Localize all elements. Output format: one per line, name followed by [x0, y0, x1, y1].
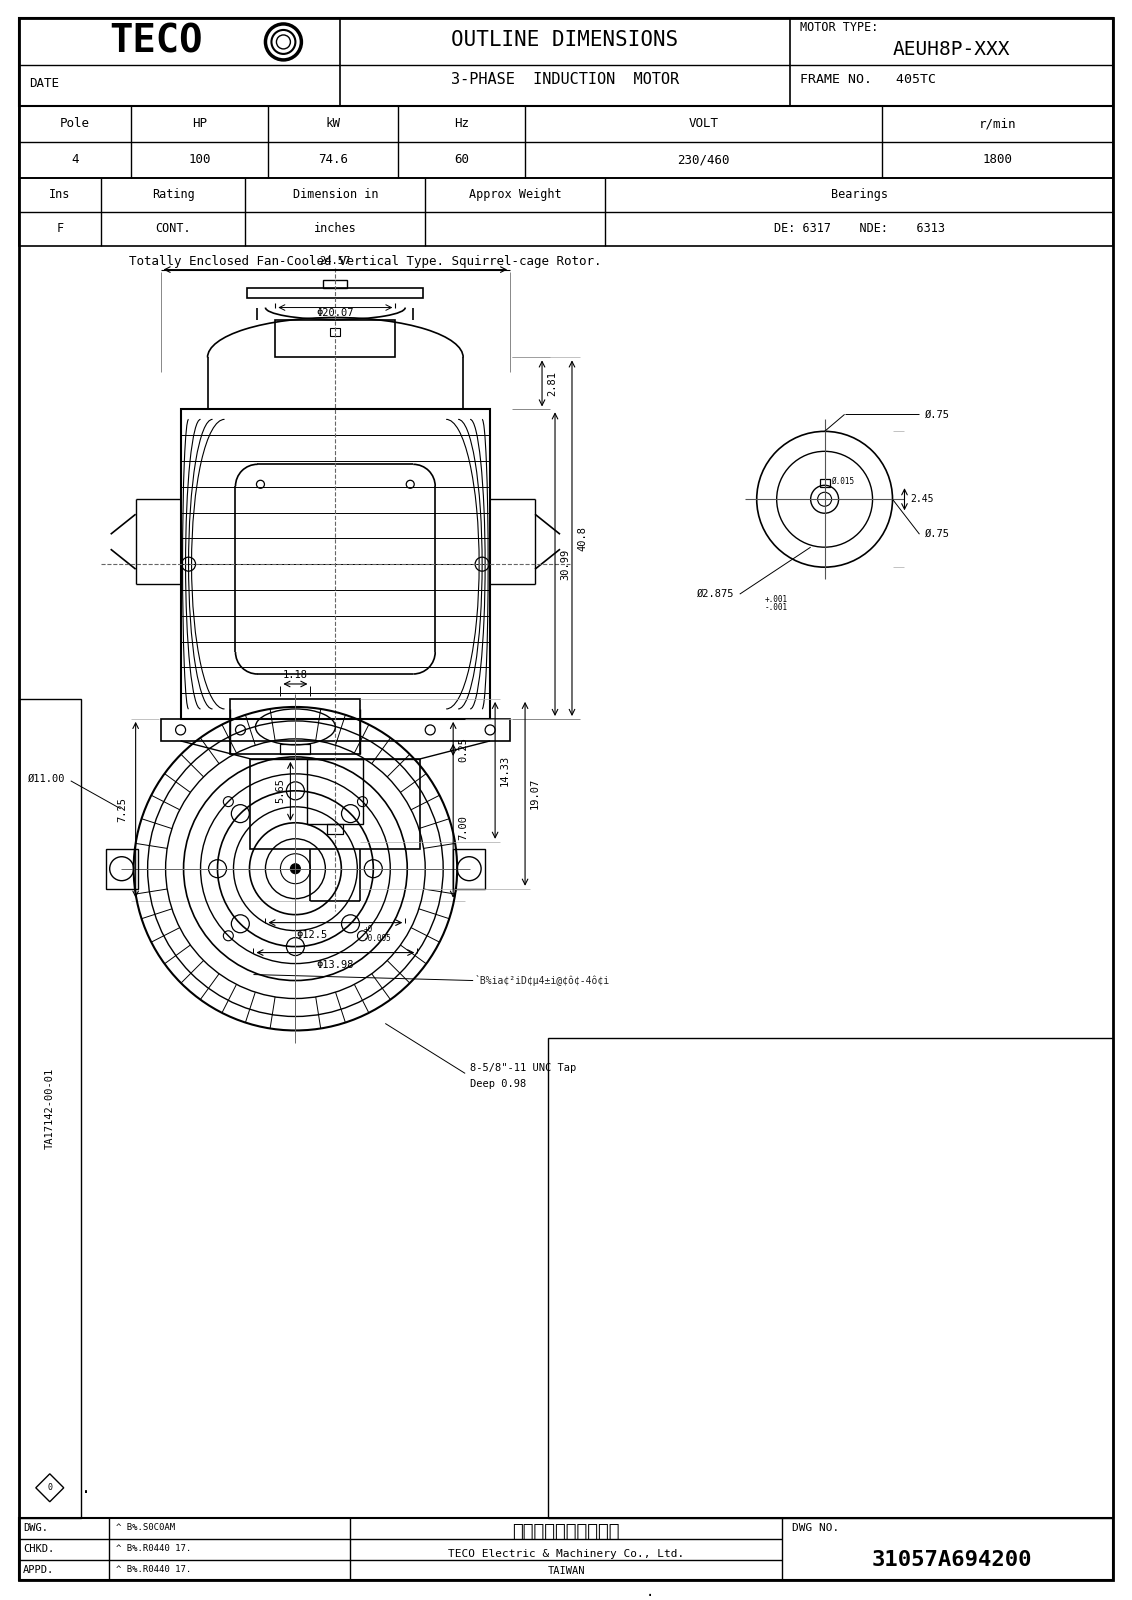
- Text: 74.6: 74.6: [318, 154, 349, 166]
- Text: Φ20.07: Φ20.07: [317, 307, 354, 317]
- Bar: [105, 848, 138, 888]
- Bar: [453, 848, 486, 888]
- Text: 60: 60: [454, 154, 469, 166]
- Text: DE: 6317    NDE:    6313: DE: 6317 NDE: 6313: [773, 222, 944, 235]
- Text: Approx Weight: Approx Weight: [469, 189, 561, 202]
- Bar: [161, 718, 511, 741]
- Text: HP: HP: [192, 117, 207, 130]
- Text: 2.81: 2.81: [547, 371, 557, 395]
- Text: kW: kW: [326, 117, 341, 130]
- Text: Bearings: Bearings: [831, 189, 887, 202]
- Circle shape: [291, 864, 300, 874]
- Text: 100: 100: [188, 154, 211, 166]
- Text: Ø.75: Ø.75: [925, 530, 950, 539]
- Text: ^ B%.R0440 17.: ^ B%.R0440 17.: [115, 1565, 191, 1574]
- Text: Ø2.875: Ø2.875: [697, 589, 735, 598]
- Text: 30.99: 30.99: [560, 549, 571, 579]
- Text: 3-PHASE  INDUCTION  MOTOR: 3-PHASE INDUCTION MOTOR: [451, 72, 679, 88]
- Text: 14.33: 14.33: [500, 755, 511, 786]
- Text: +.001: +.001: [765, 595, 788, 603]
- Text: .: .: [645, 1584, 654, 1598]
- Bar: [19, 699, 80, 1518]
- Text: 8-5/8"-11 UNC Tap: 8-5/8"-11 UNC Tap: [470, 1064, 576, 1074]
- Text: r/min: r/min: [978, 117, 1017, 130]
- Bar: [548, 1038, 1113, 1518]
- Text: 2.45: 2.45: [910, 494, 934, 504]
- Text: 0.25: 0.25: [458, 738, 469, 762]
- Text: Pole: Pole: [60, 117, 89, 130]
- Text: DATE: DATE: [28, 77, 59, 90]
- Text: VOLT: VOLT: [688, 117, 719, 130]
- Text: 230/460: 230/460: [677, 154, 729, 166]
- Text: ^ B%.S0C0AM: ^ B%.S0C0AM: [115, 1523, 174, 1533]
- Text: Ø11.00: Ø11.00: [28, 774, 66, 784]
- Text: 7.25: 7.25: [118, 797, 128, 822]
- Bar: [250, 758, 420, 848]
- Bar: [327, 824, 343, 834]
- Text: 5.65: 5.65: [275, 778, 285, 803]
- Text: 4: 4: [71, 154, 78, 166]
- Bar: [324, 280, 348, 288]
- Text: Totally Enclosed Fan-Cooled Vertical Type. Squirrel-cage Rotor.: Totally Enclosed Fan-Cooled Vertical Typ…: [129, 254, 601, 269]
- Text: APPD.: APPD.: [23, 1565, 54, 1574]
- Text: -.001: -.001: [765, 603, 788, 611]
- Bar: [275, 320, 395, 357]
- Text: DWG NO.: DWG NO.: [791, 1523, 839, 1533]
- Text: Ø.015: Ø.015: [831, 477, 854, 486]
- Bar: [19, 106, 1113, 178]
- Text: Rating: Rating: [152, 189, 195, 202]
- Text: `B%ia¢²iD¢µ4±i@¢ô¢-4ô¢i: `B%ia¢²iD¢µ4±i@¢ô¢-4ô¢i: [475, 974, 610, 986]
- Text: OUTLINE DIMENSIONS: OUTLINE DIMENSIONS: [452, 30, 678, 50]
- Text: DWG.: DWG.: [23, 1523, 48, 1533]
- Bar: [281, 744, 310, 754]
- Bar: [231, 699, 360, 754]
- Bar: [248, 288, 423, 298]
- Text: Dimension in: Dimension in: [292, 189, 378, 202]
- Text: TECO Electric & Machinery Co., Ltd.: TECO Electric & Machinery Co., Ltd.: [448, 1549, 684, 1558]
- Bar: [19, 178, 1113, 246]
- Bar: [308, 758, 363, 824]
- Text: TECO: TECO: [109, 22, 203, 61]
- Bar: [820, 480, 830, 488]
- Text: 24.57: 24.57: [319, 256, 351, 266]
- Text: AEUH8P-XXX: AEUH8P-XXX: [893, 40, 1010, 59]
- Text: Φ13.98: Φ13.98: [317, 960, 354, 970]
- Text: 東元電機股份有限公司: 東元電機股份有限公司: [513, 1523, 619, 1541]
- Text: TA17142-00-01: TA17142-00-01: [45, 1067, 54, 1149]
- Text: 40.8: 40.8: [577, 526, 588, 550]
- Bar: [19, 18, 1113, 106]
- Text: FRAME NO.   405TC: FRAME NO. 405TC: [799, 74, 936, 86]
- Bar: [19, 1518, 1113, 1579]
- Text: MOTOR TYPE:: MOTOR TYPE:: [799, 21, 878, 35]
- Text: 7.00: 7.00: [458, 816, 469, 840]
- Text: 1800: 1800: [983, 154, 1012, 166]
- Text: 1.18: 1.18: [283, 670, 308, 680]
- Text: 0: 0: [48, 1483, 52, 1493]
- Text: ^ B%.R0440 17.: ^ B%.R0440 17.: [115, 1544, 191, 1554]
- Text: Hz: Hz: [454, 117, 469, 130]
- Text: .: .: [80, 1478, 91, 1496]
- Text: 19.07: 19.07: [530, 778, 540, 810]
- Text: Deep 0.98: Deep 0.98: [470, 1080, 526, 1090]
- Text: Φ12.5: Φ12.5: [297, 930, 327, 939]
- Text: CONT.: CONT.: [155, 222, 191, 235]
- Text: Ø.75: Ø.75: [925, 410, 950, 419]
- Bar: [331, 328, 341, 336]
- Text: -0.005: -0.005: [363, 934, 391, 942]
- Text: CHKD.: CHKD.: [23, 1544, 54, 1554]
- Text: 31057A694200: 31057A694200: [872, 1550, 1031, 1570]
- Bar: [181, 410, 490, 718]
- Text: +0: +0: [363, 925, 372, 934]
- Text: F: F: [57, 222, 63, 235]
- Text: inches: inches: [314, 222, 357, 235]
- Text: TAIWAN: TAIWAN: [547, 1566, 585, 1576]
- Text: Ins: Ins: [49, 189, 70, 202]
